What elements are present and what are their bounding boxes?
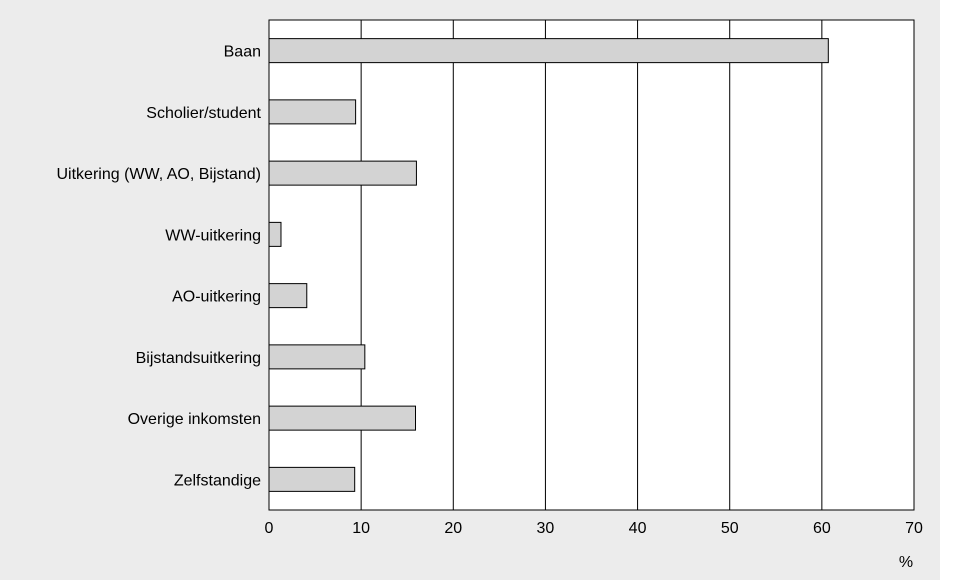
x-tick-label: 30 bbox=[537, 520, 555, 537]
chart-panel: Baan Scholier/student Uitkering (WW, AO, B… bbox=[0, 0, 940, 580]
x-tick-label: 60 bbox=[813, 520, 831, 537]
bar bbox=[268, 160, 417, 186]
bars bbox=[268, 38, 829, 492]
category-label: Bijstandsuitkering bbox=[136, 350, 261, 367]
bar bbox=[268, 38, 829, 64]
category-label: AO-uitkering bbox=[172, 289, 261, 306]
x-unit-label: % bbox=[899, 554, 913, 571]
category-label: Uitkering (WW, AO, Bijstand) bbox=[57, 166, 262, 183]
bar bbox=[268, 283, 308, 309]
x-tick-label: 20 bbox=[444, 520, 462, 537]
bar bbox=[268, 405, 417, 431]
x-tick-label: 70 bbox=[905, 520, 923, 537]
category-label: Zelfstandige bbox=[174, 472, 261, 489]
x-tick-label: 50 bbox=[721, 520, 739, 537]
plot-area bbox=[268, 19, 915, 511]
category-label: Scholier/student bbox=[146, 105, 261, 122]
x-tick-label: 40 bbox=[629, 520, 647, 537]
bar bbox=[268, 99, 357, 125]
category-label: WW-uitkering bbox=[165, 227, 261, 244]
bar bbox=[268, 221, 282, 247]
x-tick-label: 10 bbox=[352, 520, 370, 537]
x-tick-label: 0 bbox=[265, 520, 274, 537]
x-tick-labels: 0 10 20 30 40 50 60 70 bbox=[265, 520, 923, 537]
bar bbox=[268, 466, 356, 492]
category-label: Overige inkomsten bbox=[128, 411, 261, 428]
category-label: Baan bbox=[224, 44, 261, 61]
category-labels: Baan Scholier/student Uitkering (WW, AO, B… bbox=[57, 44, 262, 490]
horizontal-bar-chart: Baan Scholier/student Uitkering (WW, AO, B… bbox=[57, 19, 923, 571]
bar bbox=[268, 344, 366, 370]
